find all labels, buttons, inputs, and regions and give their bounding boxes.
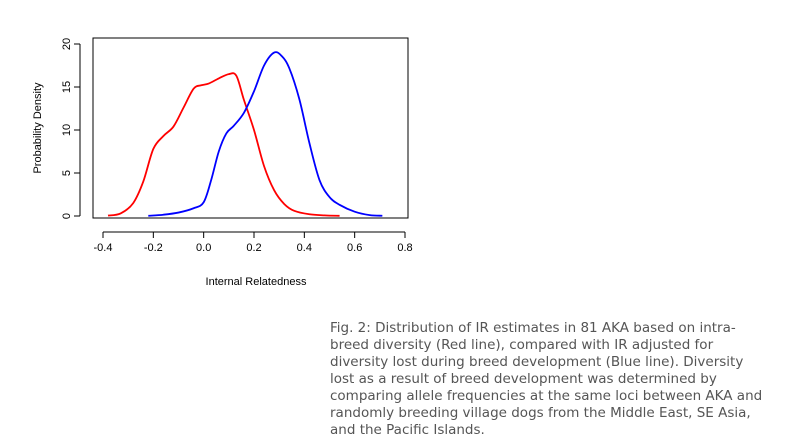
x-tick-label: 0.0: [196, 242, 211, 254]
y-tick-label: 15: [61, 81, 73, 93]
series-layer: [107, 51, 383, 217]
x-tick-label: 0.8: [397, 242, 412, 254]
density-plot: 0 5 10 15 20 -0.4 -0.2 0.0 0.2 0.4 0.6 0.8 Probabi…: [32, 37, 413, 288]
x-tick-label: -0.4: [94, 242, 113, 254]
plot-frame: [92, 37, 409, 219]
series-line-red: [107, 72, 340, 217]
x-tick-label: -0.2: [144, 242, 163, 254]
x-tick-label: 0.4: [297, 242, 312, 254]
y-axis: 0 5 10 15 20: [61, 38, 81, 219]
x-tick-label: 0.6: [347, 242, 362, 254]
x-axis-title: Internal Relatedness: [206, 276, 307, 288]
x-tick-label: 0.2: [246, 242, 261, 254]
y-tick-label: 20: [61, 38, 73, 50]
x-axis: -0.4 -0.2 0.0 0.2 0.4 0.6 0.8: [94, 231, 413, 254]
y-tick-label: 10: [61, 124, 73, 136]
figure-caption: Fig. 2: Distribution of IR estimates in …: [330, 320, 763, 438]
y-tick-label: 0: [61, 213, 73, 219]
series-line-blue: [148, 51, 383, 217]
y-axis-title: Probability Density: [32, 82, 44, 174]
y-tick-label: 5: [61, 170, 73, 176]
